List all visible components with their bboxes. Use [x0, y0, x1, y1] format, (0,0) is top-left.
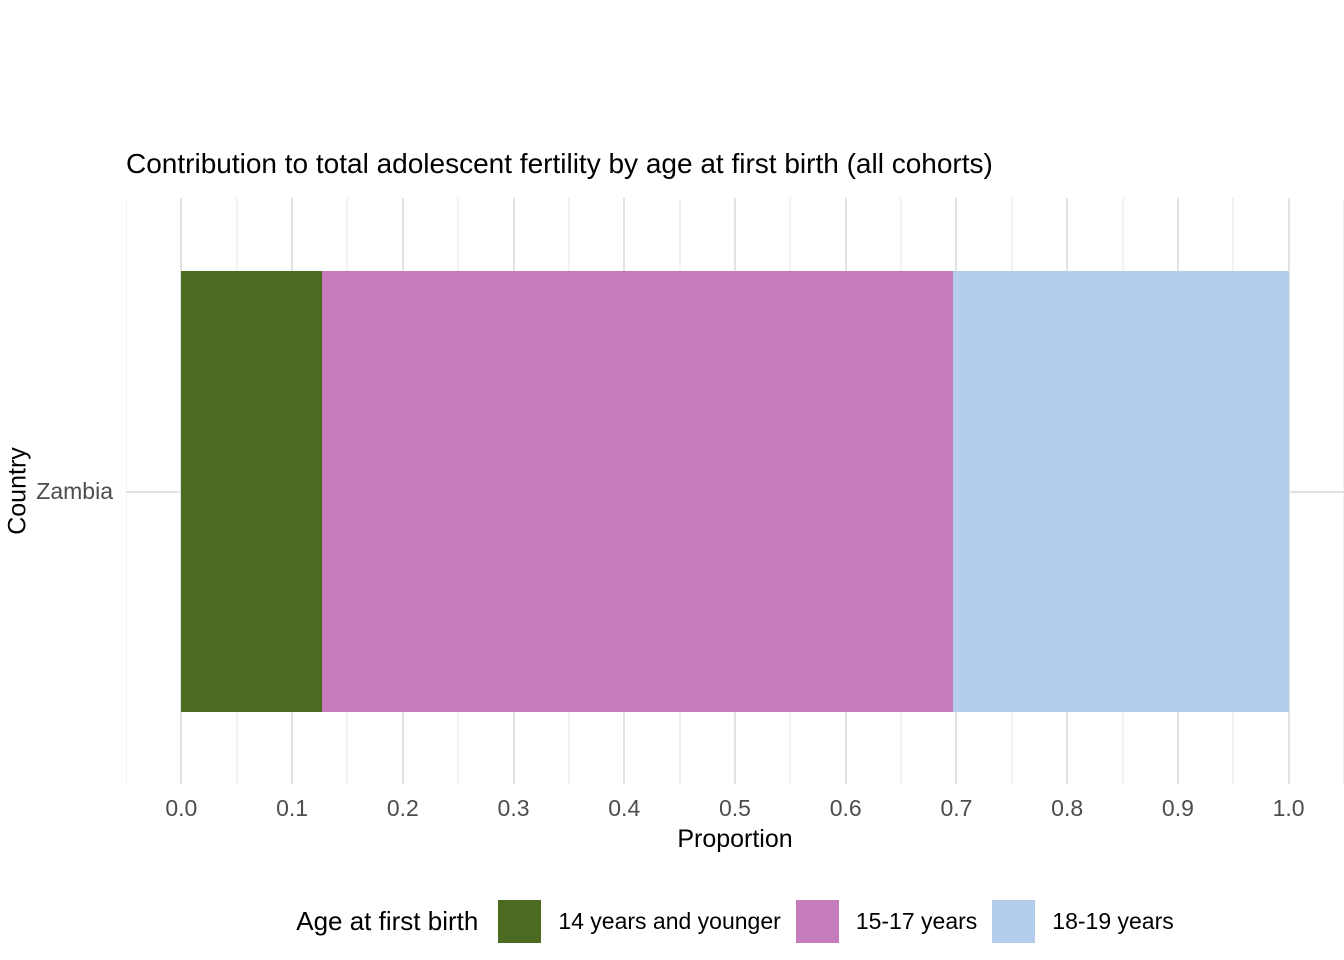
plot-panel: [126, 198, 1344, 784]
bar-zambia: [126, 271, 1344, 712]
legend-item-14-years-and-younger: 14 years and younger: [498, 899, 781, 943]
legend-swatch-icon: [795, 899, 839, 943]
chart-title: Contribution to total adolescent fertili…: [126, 148, 993, 179]
x-tick-label: 0.4: [608, 795, 641, 821]
legend-item-label: 18-19 years: [1052, 907, 1174, 934]
legend-item-label: 14 years and younger: [558, 907, 781, 934]
x-axis-title: Proportion: [677, 825, 793, 853]
legend: Age at first birth 14 years and younger 1…: [126, 892, 1344, 950]
x-tick-label: 0.2: [386, 795, 419, 821]
legend-items: 14 years and younger 15-17 years 18-19 yea…: [498, 899, 1174, 943]
x-tick-label: 0.7: [940, 795, 973, 821]
x-tick-label: 0.9: [1161, 795, 1194, 821]
legend-swatch-icon: [498, 899, 542, 943]
legend-item-label: 15-17 years: [855, 907, 978, 934]
x-tick-label: 0.5: [719, 795, 751, 821]
y-tick-label-zambia: Zambia: [36, 478, 113, 504]
x-tick-label: 0.3: [497, 795, 530, 821]
x-tick-label: 0.6: [829, 795, 862, 821]
legend-title: Age at first birth: [296, 905, 479, 936]
y-axis-title: Country: [3, 447, 32, 535]
bar-segment-15-17-years: [321, 271, 954, 712]
x-tick-label: 0.8: [1051, 795, 1084, 821]
x-tick-label: 0.1: [276, 795, 309, 821]
legend-item-15-17-years: 15-17 years: [795, 899, 978, 943]
legend-swatch-icon: [992, 899, 1036, 943]
legend-item-18-19-years: 18-19 years: [992, 899, 1174, 943]
bar-segment-14-years-and-younger: [181, 271, 322, 712]
x-tick-label: 1.0: [1272, 795, 1305, 821]
x-tick-label: 0.0: [165, 795, 198, 821]
bar-segment-18-19-years: [953, 271, 1289, 712]
